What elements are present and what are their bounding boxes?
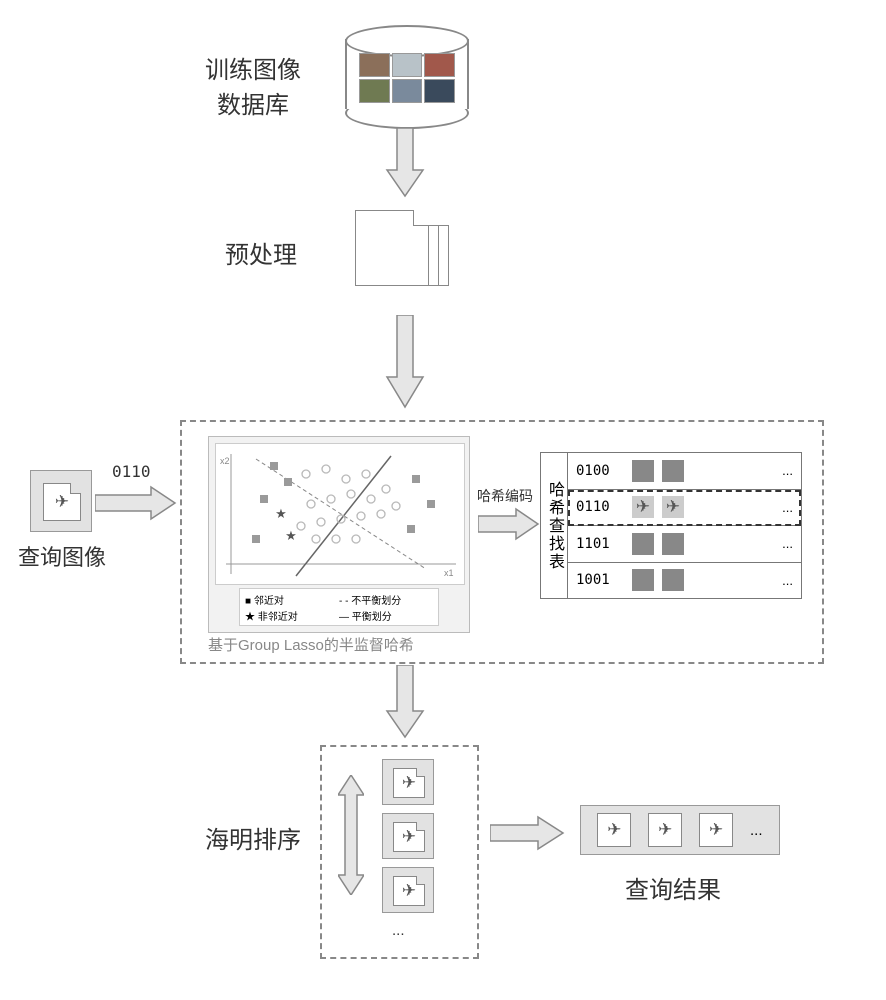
training-db-cylinder (345, 25, 465, 120)
hamming-item (382, 867, 434, 913)
result-label: 查询结果 (625, 870, 721, 905)
arrow-down-3 (385, 665, 425, 740)
hash-caption: 基于Group Lasso的半监督哈希 (208, 634, 414, 655)
db-thumbnails (359, 53, 455, 103)
ellipsis: ... (750, 822, 763, 839)
hamming-label: 海明排序 (205, 820, 301, 855)
arrow-down-1 (385, 128, 425, 198)
arrow-right-query (95, 485, 177, 521)
arrow-right-result (490, 815, 565, 851)
hash-row: 1001... (568, 563, 801, 599)
preproc-label: 预处理 (225, 235, 297, 270)
svg-text:★: ★ (285, 528, 297, 543)
hash-row: 1101... (568, 526, 801, 563)
scatter-legend: ■ 邻近对 - - 不平衡划分 ★ 非邻近对 — 平衡划分 (239, 588, 439, 626)
arrow-down-2 (385, 315, 425, 410)
updown-arrow-icon (338, 775, 364, 895)
ellipsis: ... (392, 922, 405, 939)
arrow-right-encode (478, 507, 540, 541)
svg-text:x2: x2 (220, 456, 230, 466)
hash-row: 0100... (568, 453, 801, 490)
hamming-item (382, 759, 434, 805)
query-label: 查询图像 (18, 540, 106, 572)
hash-table-head: 哈希查找表 (541, 453, 568, 598)
hamming-sort-box: ... (320, 745, 479, 959)
result-thumb (648, 813, 682, 847)
preproc-docs (355, 210, 450, 300)
scatter-chart: x2 x1 ★ ★ ■ 邻近对 - - 不平衡划分 ★ 非邻近对 — 平衡划分 (208, 436, 470, 633)
hash-row: 0110... (568, 490, 801, 527)
svg-text:x1: x1 (444, 568, 454, 578)
result-thumb (597, 813, 631, 847)
encode-label: 哈希编码 (477, 486, 533, 506)
db-label: 训练图像 数据库 (205, 50, 301, 120)
svg-text:★: ★ (275, 506, 287, 521)
result-strip: ... (580, 805, 780, 855)
result-thumb (699, 813, 733, 847)
hash-lookup-table: 哈希查找表 0100...0110...1101...1001... (540, 452, 802, 599)
query-code: 0110 (112, 462, 151, 481)
hash-module: x2 x1 ★ ★ ■ 邻近对 - - 不平衡划分 ★ 非邻近对 — 平衡划分 基于G… (180, 420, 824, 664)
query-image-card (30, 470, 92, 532)
hamming-item (382, 813, 434, 859)
